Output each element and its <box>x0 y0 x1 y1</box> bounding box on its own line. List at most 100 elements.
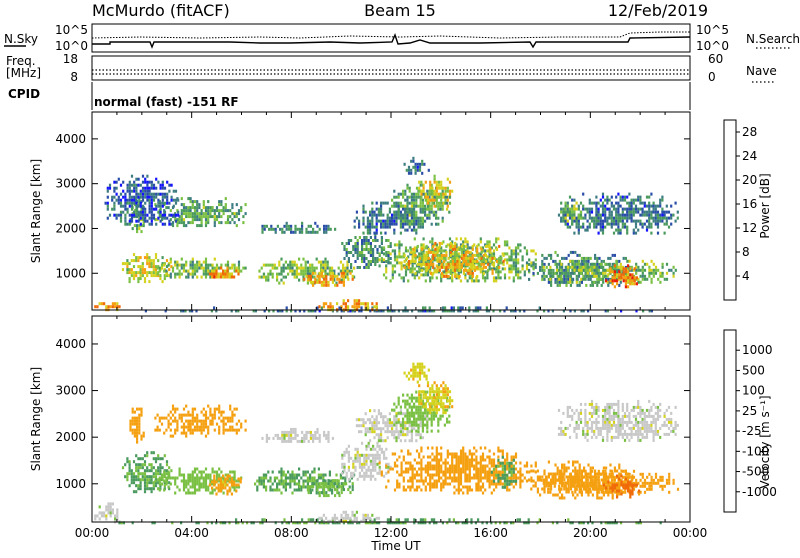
power-cell <box>422 199 424 202</box>
power-cell <box>502 267 504 270</box>
power-cell <box>410 248 412 251</box>
velocity-cell <box>187 480 189 483</box>
power-cell <box>343 257 345 260</box>
velocity-cell <box>207 489 209 492</box>
power-cell <box>396 261 398 264</box>
power-cell <box>581 260 583 263</box>
power-cell <box>124 217 126 220</box>
power-cell <box>481 248 483 251</box>
velocity-cell <box>411 397 413 400</box>
power-cell <box>549 266 551 269</box>
power-cell <box>484 276 486 279</box>
power-cell <box>196 264 198 267</box>
power-cell <box>183 218 185 221</box>
power-cell <box>635 220 637 223</box>
velocity-cell <box>132 417 134 420</box>
power-cell <box>153 187 155 190</box>
power-cell <box>492 269 494 272</box>
power-cell <box>153 214 155 217</box>
power-cell <box>404 217 406 220</box>
power-cell <box>430 263 432 266</box>
power-cell <box>541 269 543 272</box>
velocity-cell <box>164 454 166 457</box>
power-cell <box>475 279 477 282</box>
power-cell <box>400 217 402 220</box>
power-cell <box>431 276 433 279</box>
power-cell <box>242 215 244 218</box>
velocity-cell <box>415 397 417 400</box>
power-cell <box>226 276 228 279</box>
power-cell <box>434 175 436 178</box>
power-cell <box>376 217 378 220</box>
power-cell <box>441 275 443 278</box>
power-cell <box>560 281 562 284</box>
velocity-cell <box>283 486 285 489</box>
power-cell <box>265 276 267 279</box>
power-cell <box>287 273 289 276</box>
power-cell <box>434 242 436 245</box>
velocity-cell <box>218 408 220 411</box>
velocity-cell <box>380 433 382 436</box>
power-cell <box>434 199 436 202</box>
velocity-cell <box>124 463 126 466</box>
power-cell <box>467 272 469 275</box>
power-cell <box>617 193 619 196</box>
velocity-cell <box>341 488 343 491</box>
velocity-cell <box>283 471 285 474</box>
power-cell <box>492 263 494 266</box>
velocity-cell <box>183 414 185 417</box>
power-cell <box>609 217 611 220</box>
velocity-cell <box>283 474 285 477</box>
power-cell <box>543 272 545 275</box>
power-cell <box>201 264 203 267</box>
power-cell <box>112 305 114 308</box>
power-cell <box>526 264 528 267</box>
velocity-cell <box>310 437 312 440</box>
power-cell <box>637 229 639 232</box>
power-cell <box>571 220 573 223</box>
power-cell <box>609 214 611 217</box>
velocity-cell <box>142 478 144 481</box>
power-cell <box>532 266 534 269</box>
power-cell <box>286 225 288 228</box>
velocity-cell <box>283 431 285 434</box>
velocity-cell <box>146 466 148 469</box>
power-cell <box>148 256 150 259</box>
power-cell <box>409 196 411 199</box>
velocity-cell <box>411 400 413 403</box>
power-cell <box>118 178 120 181</box>
power-cell <box>419 166 421 169</box>
velocity-cell <box>233 484 235 487</box>
power-cell <box>207 200 209 203</box>
power-cell <box>144 217 146 220</box>
velocity-cell <box>140 411 142 414</box>
power-cell <box>476 251 478 254</box>
power-cell <box>263 264 265 267</box>
power-cell <box>362 223 364 226</box>
power-cell <box>571 269 573 272</box>
power-cell <box>620 196 622 199</box>
power-cell <box>440 279 442 282</box>
velocity-cell <box>176 426 178 429</box>
velocity-cell <box>165 429 167 432</box>
power-cell <box>201 276 203 279</box>
power-cell <box>653 263 655 266</box>
power-cell <box>406 263 408 266</box>
power-cell <box>289 261 291 264</box>
power-cell <box>368 242 370 245</box>
power-cell <box>552 275 554 278</box>
velocity-cell <box>209 492 211 495</box>
power-cell <box>576 254 578 257</box>
velocity-cell <box>373 421 375 424</box>
power-cell <box>157 205 159 208</box>
velocity-cell <box>196 414 198 417</box>
power-cell <box>218 221 220 224</box>
power-cell <box>371 214 373 217</box>
velocity-cell <box>146 451 148 454</box>
velocity-cell <box>297 434 299 437</box>
velocity-cell <box>415 409 417 412</box>
velocity-cell <box>381 448 383 451</box>
velocity-cell <box>126 475 128 478</box>
velocity-cell <box>352 475 354 478</box>
power-cell <box>400 214 402 217</box>
